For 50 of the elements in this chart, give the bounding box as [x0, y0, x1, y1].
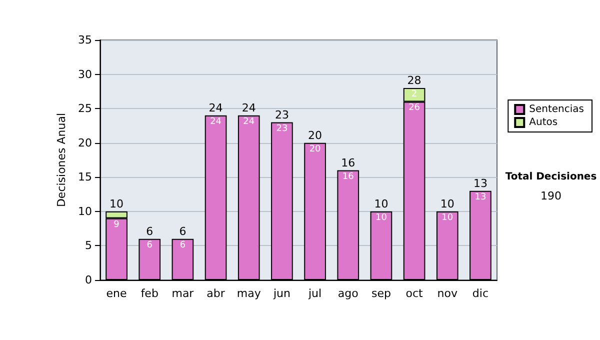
total-label: 23: [274, 108, 289, 122]
y-tick-label: 35: [78, 34, 92, 46]
y-tick-label: 20: [78, 136, 92, 150]
data-label: 9: [114, 220, 120, 230]
data-label: 6: [146, 240, 153, 250]
total-label: 6: [179, 224, 186, 238]
y-tick-label: 30: [78, 68, 92, 81]
y-tick-label: 10: [78, 204, 92, 218]
data-label: 2: [411, 90, 418, 100]
x-tick-label: abr: [206, 287, 226, 300]
data-label: 20: [309, 144, 322, 154]
data-label: 13: [474, 192, 486, 202]
total-label: 10: [440, 197, 454, 210]
total-label: 16: [341, 156, 356, 170]
data-label: 26: [408, 103, 420, 114]
data-label: 24: [243, 116, 255, 127]
total-label: 20: [308, 128, 322, 142]
legend-label: Sentencias: [529, 104, 584, 115]
y-axis-title: Decisiones Anual: [55, 112, 68, 208]
total-label: 24: [242, 101, 256, 114]
y-tick-label: 25: [78, 102, 92, 116]
data-label: 23: [276, 124, 288, 134]
legend-label: Autos: [529, 117, 558, 128]
total-label: 28: [407, 74, 422, 87]
text: Total Decisiones: [505, 172, 597, 182]
x-tick-label: mar: [172, 287, 194, 300]
x-tick-label: jul: [307, 287, 322, 300]
data-label: 6: [180, 240, 186, 250]
x-tick-label: feb: [140, 287, 158, 300]
data-label: 10: [375, 212, 388, 223]
x-tick-label: oct: [406, 287, 424, 300]
total-label: 24: [208, 101, 223, 114]
data-label: 10: [442, 212, 454, 223]
x-tick-label: ene: [106, 287, 128, 300]
x-tick-label: dic: [472, 287, 489, 300]
total-label: 10: [374, 197, 388, 210]
x-tick-label: nov: [437, 287, 458, 300]
total-label: 10: [110, 197, 124, 210]
text: 190: [540, 190, 562, 202]
data-label: 24: [210, 116, 222, 127]
x-tick-label: sep: [371, 287, 391, 300]
data-label: 16: [342, 172, 354, 182]
x-tick-label: ago: [338, 287, 359, 300]
y-tick-label: 5: [85, 239, 92, 252]
total-label: 6: [146, 224, 154, 238]
x-tick-label: may: [236, 287, 262, 300]
total-label: 13: [473, 176, 488, 190]
y-tick-label: 0: [85, 274, 92, 286]
y-tick-label: 15: [78, 170, 92, 184]
x-tick-label: jun: [272, 287, 290, 300]
